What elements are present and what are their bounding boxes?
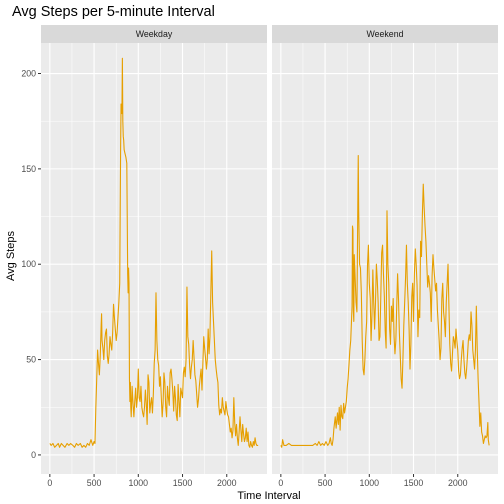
x-tick-label: 2000 xyxy=(217,478,237,488)
x-tick-label: 500 xyxy=(87,478,102,488)
x-tick-label: 1000 xyxy=(129,478,149,488)
x-tick-label: 500 xyxy=(318,478,333,488)
y-axis: 0 50 100 150 200 xyxy=(21,69,41,460)
series-line-weekday xyxy=(49,57,259,448)
y-tick-label: 100 xyxy=(21,259,36,269)
x-tick-label: 1000 xyxy=(360,478,380,488)
x-tick-label: 1500 xyxy=(173,478,193,488)
strip-weekend-background xyxy=(272,25,498,43)
x-tick-label: 0 xyxy=(47,478,52,488)
panel-weekend-background xyxy=(272,43,498,474)
panels-layer: Weekday 0 500 1000 1500 2000 Weekend 0 500 1000 15… xyxy=(41,25,498,488)
strip-label-weekend: Weekend xyxy=(366,29,403,39)
y-tick-label: 150 xyxy=(21,164,36,174)
strip-label-weekday: Weekday xyxy=(136,29,173,39)
series-line-weekend xyxy=(280,154,490,448)
panel-weekday: Weekday 0 500 1000 1500 2000 xyxy=(41,25,267,488)
strip-weekday-background xyxy=(41,25,267,43)
x-tick-label: 1500 xyxy=(404,478,424,488)
panel-weekend: Weekend 0 500 1000 1500 2000 xyxy=(272,25,498,488)
x-tick-label: 0 xyxy=(278,478,283,488)
chart-title: Avg Steps per 5-minute Interval xyxy=(12,4,215,20)
y-tick-label: 50 xyxy=(26,355,36,365)
y-axis-title: Avg Steps xyxy=(5,231,17,281)
x-tick-label: 2000 xyxy=(448,478,468,488)
panel-weekday-background xyxy=(41,43,267,474)
y-tick-label: 200 xyxy=(21,69,36,79)
y-tick-label: 0 xyxy=(31,450,36,460)
x-axis-title: Time Interval xyxy=(237,490,300,502)
